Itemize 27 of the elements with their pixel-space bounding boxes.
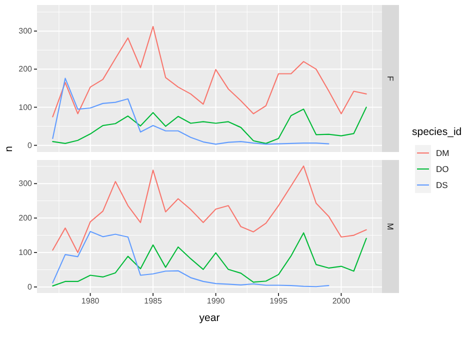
x-tick-label: 2000	[332, 296, 351, 306]
legend-label: DO	[436, 164, 450, 174]
y-tick-label: 0	[28, 282, 33, 292]
x-tick-label: 1995	[270, 296, 288, 306]
text: F	[386, 76, 396, 82]
y-tick-label: 300	[18, 26, 33, 36]
y-axis-title: n	[3, 146, 15, 152]
line-series	[52, 165, 367, 254]
y-tick-label: 200	[18, 64, 33, 74]
line-series	[52, 230, 330, 288]
x-tick-label: 1990	[206, 296, 226, 306]
legend-title: species_id	[412, 126, 462, 138]
y-tick-label: 200	[18, 214, 33, 223]
line-series	[52, 78, 330, 145]
line-series	[52, 232, 367, 286]
text: M	[386, 222, 396, 230]
y-tick-label: 0	[28, 140, 33, 150]
line-series	[52, 26, 367, 118]
y-tick-label: 300	[18, 179, 33, 188]
line-series	[52, 106, 367, 144]
legend-label: DS	[436, 180, 448, 190]
x-axis-title: year	[199, 312, 220, 324]
y-tick-label: 100	[18, 102, 33, 112]
y-tick-label: 100	[18, 248, 33, 258]
x-tick-label: 1980	[81, 296, 100, 306]
x-tick-label: 1985	[144, 296, 162, 306]
legend-label: DM	[436, 148, 450, 158]
